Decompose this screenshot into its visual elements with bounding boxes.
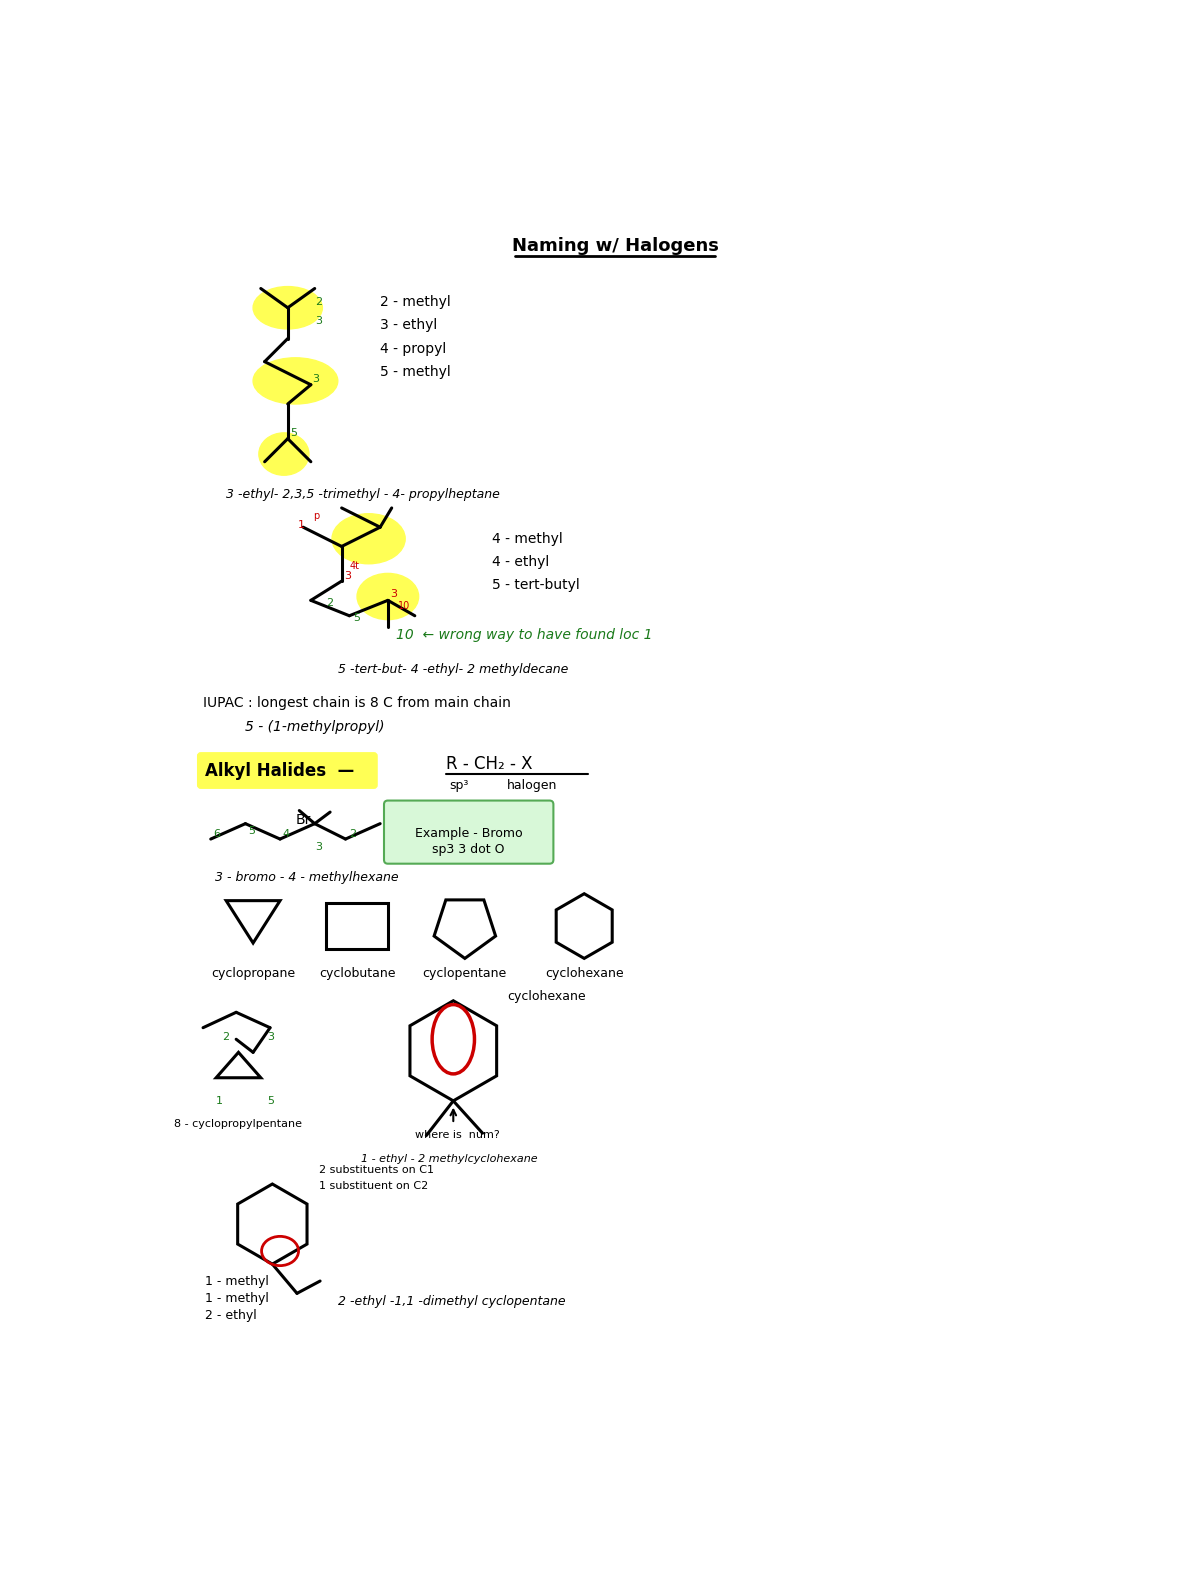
Text: 1: 1	[216, 1096, 223, 1105]
Text: 5: 5	[290, 429, 298, 438]
Text: Naming w/ Halogens: Naming w/ Halogens	[511, 237, 719, 256]
Text: 3: 3	[312, 374, 319, 385]
Ellipse shape	[332, 513, 406, 564]
Text: sp3 3 dot O: sp3 3 dot O	[432, 843, 505, 856]
Text: Br: Br	[295, 813, 311, 827]
Text: 3 - ethyl: 3 - ethyl	[380, 319, 438, 333]
Text: 8 - cyclopropylpentane: 8 - cyclopropylpentane	[174, 1119, 301, 1129]
Text: 3: 3	[390, 589, 397, 600]
Text: sp³: sp³	[450, 779, 469, 791]
Text: where is  num?: where is num?	[415, 1130, 499, 1140]
Text: 2: 2	[349, 829, 356, 838]
Ellipse shape	[253, 287, 323, 330]
Text: 4 - ethyl: 4 - ethyl	[492, 554, 550, 568]
Text: 1 - methyl: 1 - methyl	[205, 1292, 269, 1305]
Text: 5: 5	[248, 826, 256, 837]
Text: 2 - ethyl: 2 - ethyl	[205, 1309, 257, 1322]
Text: 5: 5	[266, 1096, 274, 1105]
Text: R - CH₂ - X: R - CH₂ - X	[445, 755, 532, 774]
Text: 2: 2	[314, 297, 322, 308]
FancyBboxPatch shape	[198, 752, 377, 788]
Text: 4 - propyl: 4 - propyl	[380, 342, 446, 355]
Text: cyclohexane: cyclohexane	[545, 967, 624, 980]
Text: p: p	[313, 510, 319, 521]
FancyBboxPatch shape	[384, 801, 553, 864]
Ellipse shape	[253, 358, 338, 403]
Text: cyclobutane: cyclobutane	[319, 967, 395, 980]
Text: 6: 6	[214, 829, 220, 838]
Text: 3 -ethyl- 2,3,5 -trimethyl - 4- propylheptane: 3 -ethyl- 2,3,5 -trimethyl - 4- propylhe…	[226, 488, 500, 501]
Text: 4 - methyl: 4 - methyl	[492, 532, 563, 546]
Text: 1 substituent on C2: 1 substituent on C2	[318, 1181, 428, 1190]
Text: 2: 2	[326, 598, 334, 608]
Text: Alkyl Halides  —: Alkyl Halides —	[205, 763, 355, 780]
Text: 1 - methyl: 1 - methyl	[205, 1275, 269, 1289]
Text: 3: 3	[314, 842, 322, 853]
Text: cyclopropane: cyclopropane	[211, 967, 295, 980]
Text: 10  ← wrong way to have found loc 1: 10 ← wrong way to have found loc 1	[396, 628, 652, 642]
Text: 2: 2	[222, 1031, 229, 1042]
Text: 5 - tert-butyl: 5 - tert-butyl	[492, 578, 580, 592]
Text: 10: 10	[398, 601, 410, 611]
Text: 5 - (1-methylpropyl): 5 - (1-methylpropyl)	[246, 721, 385, 735]
Text: halogen: halogen	[508, 779, 558, 791]
Text: 3 - bromo - 4 - methylhexane: 3 - bromo - 4 - methylhexane	[215, 871, 398, 884]
Text: Example - Bromo: Example - Bromo	[415, 827, 522, 840]
Ellipse shape	[259, 433, 308, 476]
Text: 3: 3	[266, 1031, 274, 1042]
Text: 1: 1	[298, 520, 305, 531]
Text: 5 - methyl: 5 - methyl	[380, 364, 451, 378]
Text: 4t: 4t	[349, 560, 359, 571]
Text: 3: 3	[314, 316, 322, 327]
Text: IUPAC : longest chain is 8 C from main chain: IUPAC : longest chain is 8 C from main c…	[203, 696, 511, 710]
Text: 5: 5	[353, 612, 360, 623]
Text: 4: 4	[282, 829, 289, 838]
Text: 5 -tert-but- 4 -ethyl- 2 methyldecane: 5 -tert-but- 4 -ethyl- 2 methyldecane	[338, 663, 568, 677]
Text: 2 substituents on C1: 2 substituents on C1	[318, 1165, 433, 1176]
Text: 3: 3	[344, 571, 350, 581]
Text: 2 - methyl: 2 - methyl	[380, 295, 451, 309]
Text: cyclohexane: cyclohexane	[508, 991, 586, 1003]
Text: cyclopentane: cyclopentane	[422, 967, 506, 980]
Text: 2 -ethyl -1,1 -dimethyl cyclopentane: 2 -ethyl -1,1 -dimethyl cyclopentane	[338, 1295, 565, 1308]
Ellipse shape	[358, 573, 419, 620]
Text: 1 - ethyl - 2 methylcyclohexane: 1 - ethyl - 2 methylcyclohexane	[361, 1154, 538, 1163]
